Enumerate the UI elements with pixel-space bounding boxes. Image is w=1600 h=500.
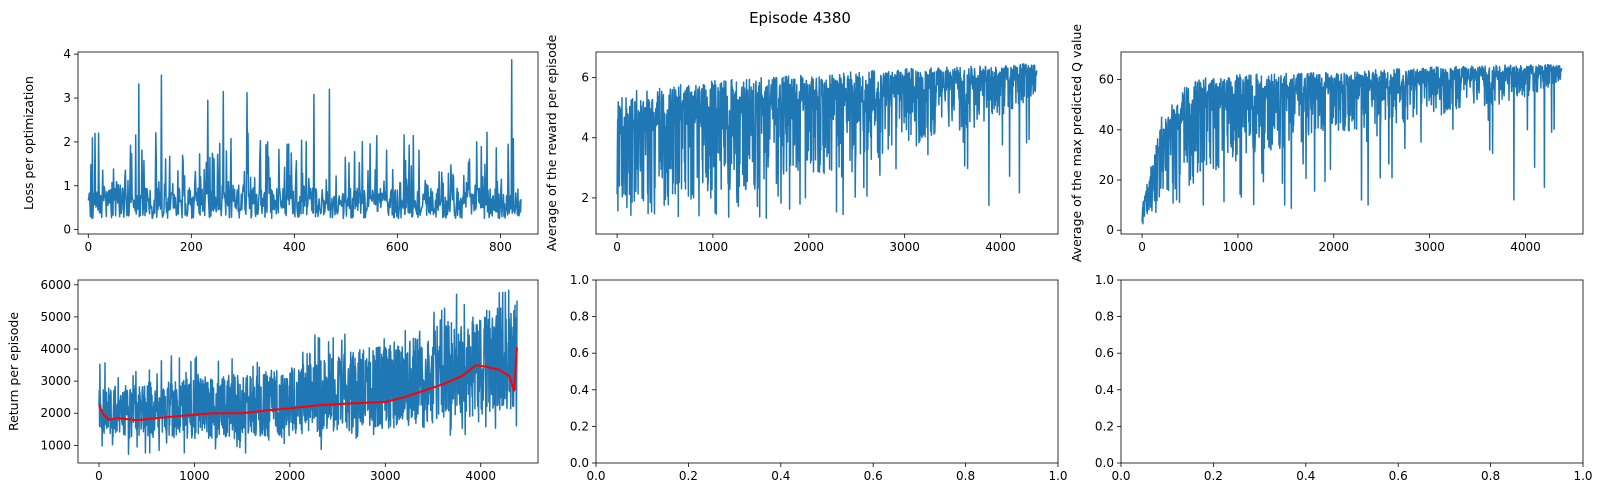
empty2-xtick-label: 0.2 [1204,469,1223,483]
reward-ytick-label: 2 [581,191,589,205]
empty1-xtick-label: 0.4 [771,469,790,483]
reward-series-line [616,63,1038,219]
loss-ytick-label: 3 [63,91,71,105]
subplot-qvalue: 0 1000 2000 3000 4000 0 20 40 60 Average of the m… [1069,24,1584,263]
return-ytick-label: 6000 [40,278,71,292]
return-series-line [98,289,518,456]
loss-ylabel: Loss per optimization [21,76,36,210]
qvalue-xtick-label: 3000 [1414,240,1445,254]
qvalue-ytick-label: 60 [1099,73,1114,87]
loss-axes-frame [77,51,539,235]
reward-xtick-label: 4000 [985,240,1016,254]
loss-ytick-label: 2 [63,135,71,149]
empty1-xtick-label: 0.2 [679,469,698,483]
empty1-ytick-label: 0.4 [570,383,589,397]
loss-xtick-label: 200 [180,240,203,254]
subplot-loss: 0 200 400 600 800 0 1 2 3 4 Loss per optimization [21,47,539,254]
loss-series-line [87,59,522,220]
reward-axes-frame [595,51,1059,235]
reward-xtick-label: 1000 [698,240,729,254]
empty1-xtick-label: 0.6 [864,469,883,483]
return-xtick-label: 1000 [179,469,210,483]
empty1-ytick-label: 0.2 [570,419,589,433]
loss-xtick-label: 0 [84,240,92,254]
empty2-axes-frame [1120,279,1584,464]
qvalue-axes-frame [1120,51,1584,235]
qvalue-ylabel: Average of the max predicted Q value [1069,24,1084,263]
return-ytick-label: 4000 [40,342,71,356]
subplot-return: 0 1000 2000 3000 4000 1000 2000 3000 4000 5000 600… [6,278,539,483]
empty1-xtick-label: 1.0 [1048,469,1067,483]
qvalue-xtick-label: 4000 [1510,240,1541,254]
return-smoothed-line [98,347,518,422]
empty2-ytick-label: 0.8 [1095,310,1114,324]
qvalue-xtick-label: 0 [1138,240,1146,254]
empty2-xtick-label: 1.0 [1573,469,1592,483]
empty1-axes-frame [595,279,1059,464]
empty1-ytick-label: 0.0 [570,456,589,470]
reward-ytick-label: 4 [581,131,589,145]
return-ytick-label: 5000 [40,310,71,324]
qvalue-xtick-label: 1000 [1223,240,1254,254]
return-xtick-label: 4000 [465,469,496,483]
reward-xtick-label: 0 [613,240,621,254]
return-ytick-label: 3000 [40,374,71,388]
qvalue-ytick-label: 20 [1099,173,1114,187]
empty2-ytick-label: 0.2 [1095,419,1114,433]
empty2-xtick-label: 0.4 [1296,469,1315,483]
return-xtick-label: 3000 [370,469,401,483]
loss-xtick-label: 800 [489,240,512,254]
reward-xtick-label: 3000 [889,240,920,254]
reward-xtick-label: 2000 [794,240,825,254]
return-xtick-label: 0 [95,469,103,483]
empty2-xtick-label: 0.8 [1481,469,1500,483]
reward-ylabel: Average of the reward per episode [544,34,559,251]
qvalue-series-line [1141,63,1563,225]
qvalue-ytick-label: 0 [1106,223,1114,237]
empty2-ytick-label: 0.4 [1095,383,1114,397]
reward-ytick-label: 6 [581,71,589,85]
subplot-reward: 0 1000 2000 3000 4000 2 4 6 Average of the rewar… [544,34,1059,254]
return-ytick-label: 2000 [40,406,71,420]
subplot-empty2: 0.0 0.2 0.4 0.6 0.8 1.0 0.0 0.2 0.4 0.6 0.8 1.0 [1095,273,1593,483]
empty2-ytick-label: 0.0 [1095,456,1114,470]
empty1-ytick-label: 0.6 [570,346,589,360]
empty2-xtick-label: 0.0 [1111,469,1130,483]
figure-title: Episode 4380 [749,9,851,27]
empty1-xtick-label: 0.8 [956,469,975,483]
empty1-ytick-label: 0.8 [570,310,589,324]
loss-ytick-label: 4 [63,47,71,61]
empty1-xtick-label: 0.0 [586,469,605,483]
empty1-ytick-label: 1.0 [570,273,589,287]
subplot-empty1: 0.0 0.2 0.4 0.6 0.8 1.0 0.0 0.2 0.4 0.6 0.8 1.0 [570,273,1068,483]
return-ylabel: Return per episode [6,312,21,431]
loss-ytick-label: 0 [63,223,71,237]
return-axes-frame [77,279,539,464]
loss-ytick-label: 1 [63,179,71,193]
return-xtick-label: 2000 [275,469,306,483]
loss-xtick-label: 600 [386,240,409,254]
empty2-ytick-label: 1.0 [1095,273,1114,287]
empty2-ytick-label: 0.6 [1095,346,1114,360]
empty2-xtick-label: 0.6 [1389,469,1408,483]
return-ytick-label: 1000 [40,438,71,452]
qvalue-xtick-label: 2000 [1319,240,1350,254]
qvalue-ytick-label: 40 [1099,123,1114,137]
loss-xtick-label: 400 [283,240,306,254]
